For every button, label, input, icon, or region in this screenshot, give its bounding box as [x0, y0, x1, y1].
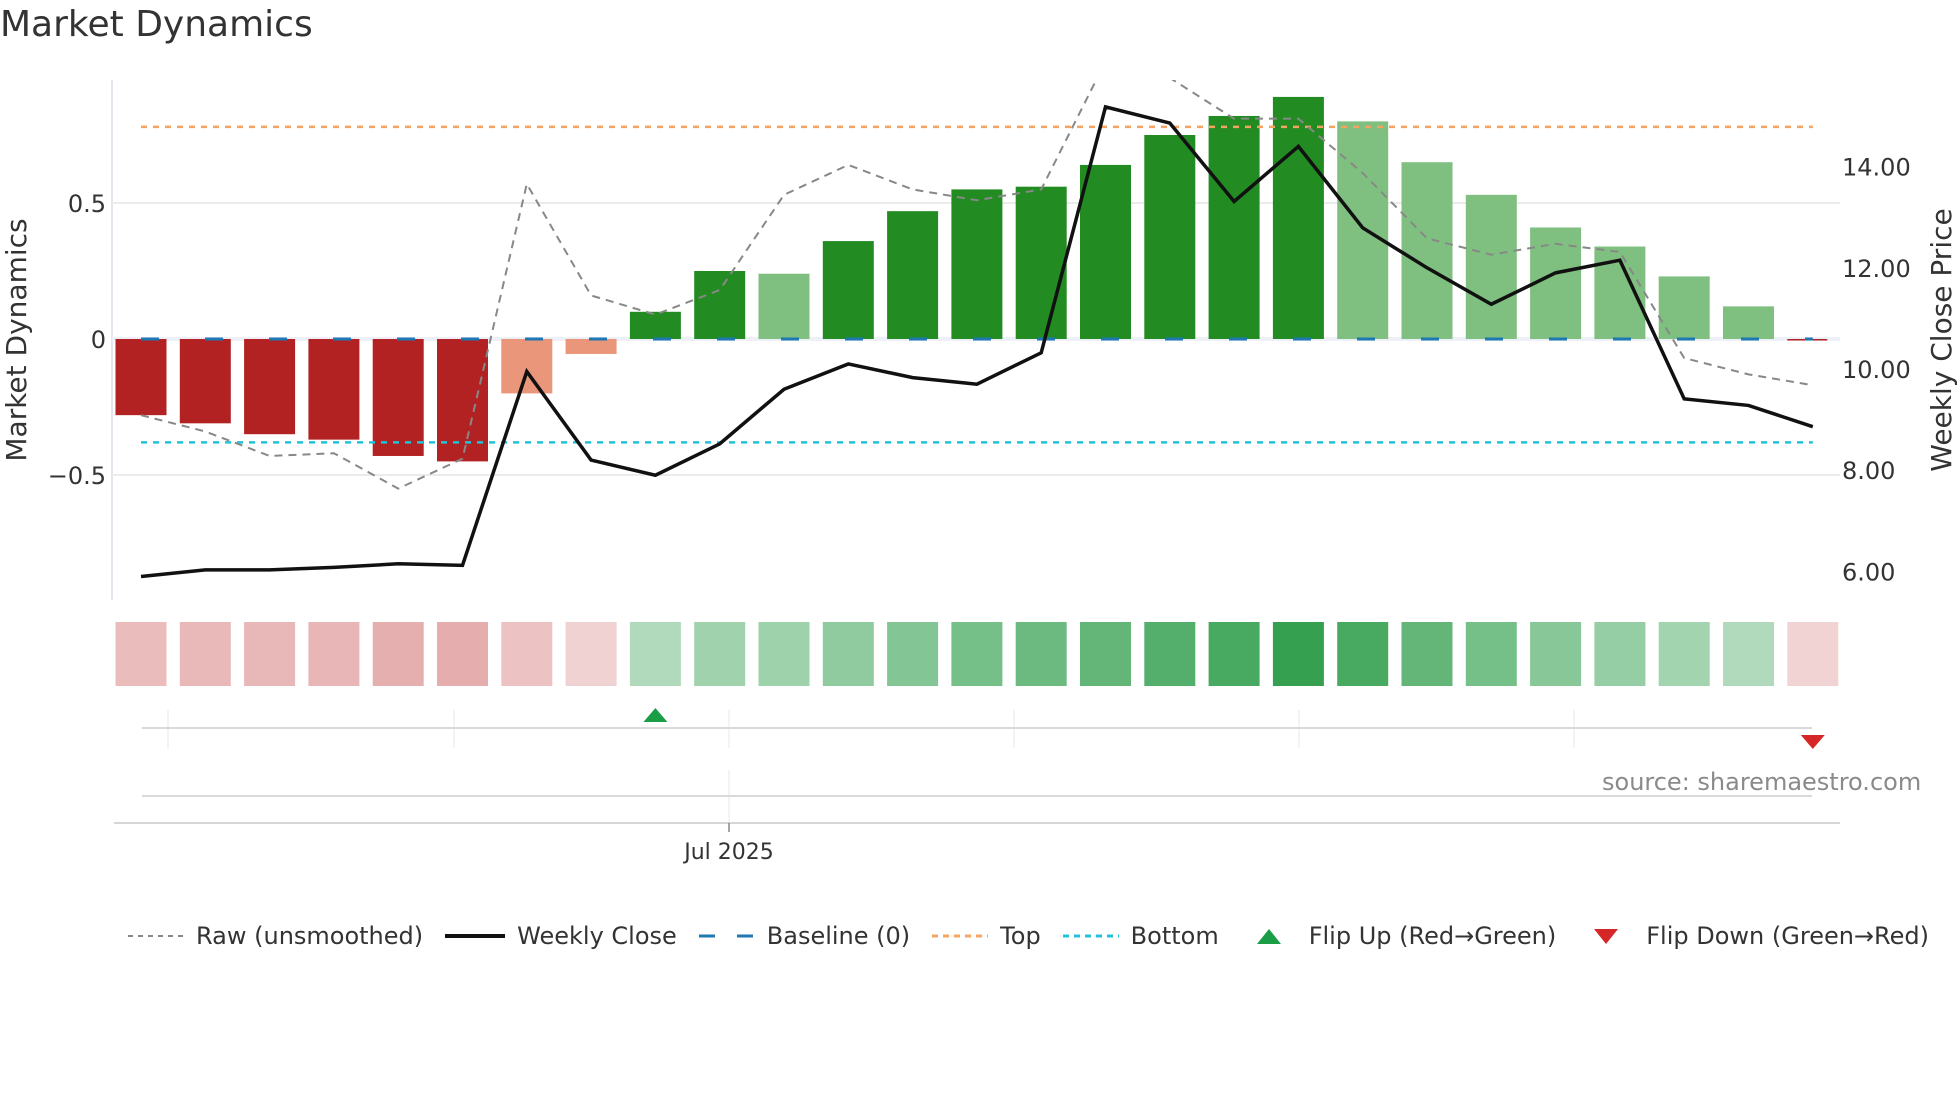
heat-cell: [179, 622, 231, 686]
heat-cell: [694, 622, 746, 686]
legend-item-top: Top: [932, 922, 1041, 950]
raw-line: [140, 80, 1813, 490]
source-label: source: sharemaestro.com: [1602, 768, 1922, 796]
dynamics-bar: [1144, 135, 1196, 339]
dynamics-bar: [1272, 96, 1324, 339]
dynamics-bar: [1465, 194, 1517, 339]
heat-cell: [1658, 622, 1710, 686]
chart-title: Market Dynamics: [0, 4, 313, 45]
heat-cell: [372, 622, 424, 686]
legend-item-raw: Raw (unsmoothed): [128, 922, 423, 950]
heat-cell: [1594, 622, 1646, 686]
legend-label: Top: [1000, 922, 1041, 950]
heat-cell: [1144, 622, 1196, 686]
right-tick-label: 10.00: [1842, 356, 1911, 384]
dynamics-bar: [951, 189, 1003, 339]
legend-item-close: Weekly Close: [445, 922, 677, 950]
heat-cell: [437, 622, 488, 686]
heat-cell: [565, 622, 617, 686]
dynamics-bar: [1015, 186, 1067, 339]
left-tick-label: 0.5: [68, 190, 106, 218]
bottom-legend-icon: [1062, 931, 1131, 941]
left-tick-label: 0: [91, 326, 106, 354]
heat-cell: [1015, 622, 1067, 686]
heat-cell: [1337, 622, 1389, 686]
left-axis-label: Market Dynamics: [0, 218, 33, 461]
dynamics-bar: [822, 241, 874, 339]
dynamics-bar: [1723, 306, 1774, 339]
legend-item-bottom: Bottom: [1062, 922, 1219, 950]
heat-cell: [951, 622, 1003, 686]
dynamics-bar: [887, 211, 939, 339]
right-tick-label: 6.00: [1842, 558, 1895, 586]
legend-label: Baseline (0): [766, 922, 911, 950]
flip-down-legend-icon: [1578, 925, 1646, 947]
legend: Raw (unsmoothed) Weekly Close Baseline (0)…: [128, 922, 1951, 950]
heat-cell: [308, 622, 360, 686]
dynamics-bar: [1401, 162, 1453, 339]
right-axis-label: Weekly Close Price: [1925, 208, 1958, 471]
heat-cell: [501, 622, 553, 686]
dynamics-bar: [115, 339, 167, 416]
heat-cell: [887, 622, 939, 686]
legend-item-flip-down: Flip Down (Green→Red): [1578, 922, 1929, 950]
heat-cell: [1401, 622, 1453, 686]
heat-cell: [1208, 622, 1260, 686]
dynamics-bar: [308, 339, 360, 440]
flip-up-marker-icon: [643, 708, 668, 722]
heat-cell: [1787, 622, 1839, 686]
heat-cell: [115, 622, 167, 686]
dynamics-bar: [1080, 164, 1131, 339]
top-legend-icon: [932, 931, 1000, 941]
right-tick-label: 14.00: [1842, 154, 1911, 182]
dynamics-bar: [1208, 115, 1260, 340]
dynamics-bar: [758, 273, 810, 339]
right-tick-label: 8.00: [1842, 457, 1895, 485]
dynamics-bar: [179, 339, 231, 424]
legend-label: Raw (unsmoothed): [196, 922, 424, 950]
dynamics-bar: [244, 339, 296, 435]
legend-label: Bottom: [1130, 922, 1219, 950]
legend-label: Flip Down (Green→Red): [1646, 922, 1929, 950]
heat-cell: [822, 622, 874, 686]
right-tick-label: 12.00: [1842, 255, 1911, 283]
close-legend-icon: [445, 931, 517, 941]
dynamics-bar: [501, 339, 553, 394]
dynamics-bar: [437, 339, 488, 462]
dynamics-bar: [694, 271, 746, 339]
heat-cell: [1080, 622, 1131, 686]
heat-cell: [1465, 622, 1517, 686]
legend-label: Flip Up (Red→Green): [1308, 922, 1557, 950]
legend-item-baseline: Baseline (0): [698, 922, 911, 950]
baseline-legend-icon: [698, 931, 767, 941]
flip-up-legend-icon: [1241, 925, 1309, 947]
heat-cell: [1272, 622, 1324, 686]
dynamics-bar: [372, 339, 424, 456]
plot-area: [115, 80, 1828, 579]
dynamics-bar: [565, 339, 617, 354]
left-tick-label: −0.5: [48, 462, 106, 490]
x-tick-label: Jul 2025: [682, 840, 774, 865]
legend-item-flip-up: Flip Up (Red→Green): [1241, 922, 1557, 950]
raw-legend-icon: [128, 931, 196, 941]
heat-cell: [1530, 622, 1582, 686]
legend-label: Weekly Close: [517, 922, 677, 950]
heat-cell: [629, 622, 681, 686]
flip-down-marker-icon: [1800, 735, 1825, 749]
dynamics-bar: [629, 311, 681, 339]
heat-cell: [1723, 622, 1774, 686]
weekly-close-line: [140, 104, 1814, 579]
heat-cell: [758, 622, 810, 686]
dynamics-bar: [1337, 121, 1389, 340]
heat-cell: [244, 622, 296, 686]
